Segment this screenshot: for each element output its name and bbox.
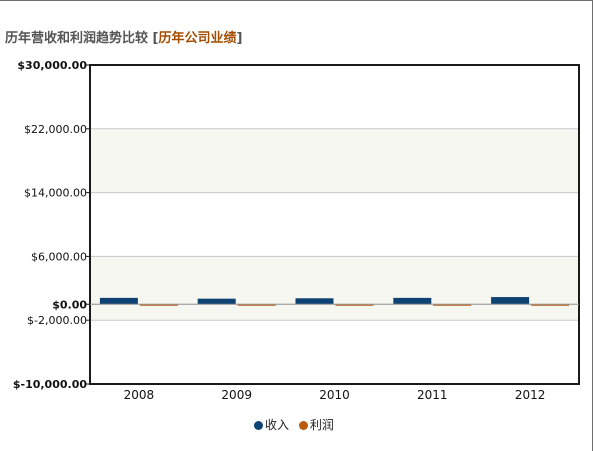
company-performance-link[interactable]: 历年公司业绩 bbox=[158, 31, 237, 46]
y-tick-label: $-2,000.00 bbox=[27, 314, 87, 327]
x-tick-label: 2009 bbox=[221, 388, 252, 402]
bar-revenue-2008 bbox=[99, 297, 138, 305]
y-tick-label: $6,000.00 bbox=[31, 250, 87, 263]
legend-item-revenue[interactable]: 收入 bbox=[254, 416, 289, 433]
x-tick-label: 2011 bbox=[417, 388, 448, 402]
bracket-open: [ bbox=[152, 31, 159, 46]
plot-frame bbox=[89, 64, 580, 385]
y-tick-label: $14,000.00 bbox=[24, 187, 87, 200]
legend-label-revenue: 收入 bbox=[265, 418, 290, 432]
legend-item-profit[interactable]: 利润 bbox=[298, 416, 334, 433]
x-tick-label: 2012 bbox=[515, 388, 546, 402]
bar-profit-2011 bbox=[433, 304, 472, 306]
y-tick-label: $30,000.00 bbox=[17, 59, 87, 72]
bar-profit-2010 bbox=[335, 304, 374, 306]
y-tick-label: $-10,000.00 bbox=[13, 378, 87, 391]
bar-profit-2009 bbox=[237, 304, 276, 306]
chart-band-1 bbox=[90, 128, 579, 193]
y-tick-label: $22,000.00 bbox=[24, 123, 87, 136]
revenue-legend-dot-icon bbox=[254, 421, 263, 430]
bar-profit-2008 bbox=[139, 304, 178, 306]
legend-label-profit: 利润 bbox=[309, 418, 334, 432]
y-tick-label: $0.00 bbox=[52, 298, 87, 311]
chart-legend: 收入 利润 bbox=[254, 416, 340, 433]
chart-header: 历年营收和利润趋势比较 [历年公司业绩] bbox=[5, 27, 242, 46]
x-tick-label: 2010 bbox=[319, 388, 350, 402]
bar-revenue-2010 bbox=[295, 298, 334, 305]
top-border bbox=[0, 0, 593, 1]
bar-profit-2012 bbox=[531, 304, 570, 306]
bar-revenue-2009 bbox=[197, 298, 236, 305]
chart-title: 历年营收和利润趋势比较 bbox=[5, 31, 149, 46]
bracket-close: ] bbox=[236, 31, 243, 46]
x-tick-label: 2008 bbox=[124, 388, 155, 402]
bar-revenue-2011 bbox=[393, 297, 432, 305]
profit-legend-dot-icon bbox=[298, 421, 308, 430]
bar-revenue-2012 bbox=[491, 297, 530, 305]
chart-band-0 bbox=[90, 256, 579, 321]
